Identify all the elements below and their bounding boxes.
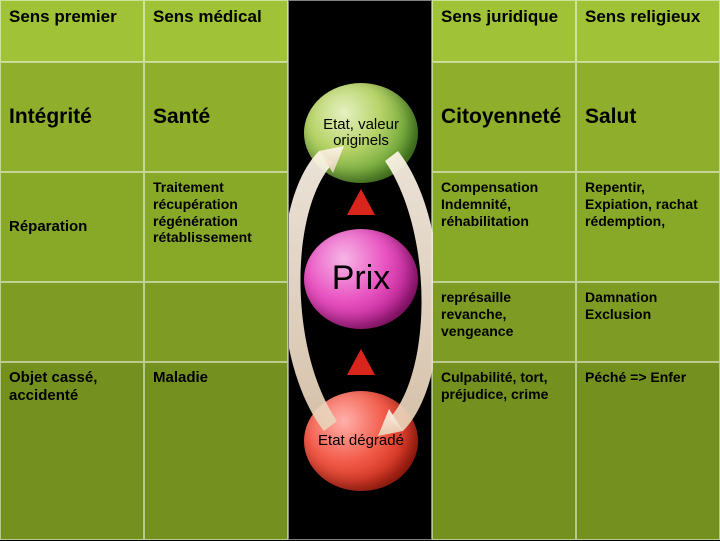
header-sens-religieux: Sens religieux <box>576 0 720 62</box>
cell-compensation: Compensation Indemnité, réhabilitation <box>432 172 576 282</box>
cell-text: Compensation Indemnité, réhabilitation <box>441 179 538 229</box>
cell-sante: Santé <box>144 62 288 172</box>
cell-text: Intégrité <box>9 104 92 129</box>
cell-reparation: Réparation <box>0 172 144 282</box>
header-label: Sens juridique <box>441 7 558 26</box>
cell-text: Traitement récupération régénération rét… <box>153 179 252 245</box>
cell-r4c1 <box>0 282 144 362</box>
header-label: Sens religieux <box>585 7 700 26</box>
cell-salut: Salut <box>576 62 720 172</box>
cell-text: Citoyenneté <box>441 104 561 129</box>
cell-text: Salut <box>585 104 636 129</box>
arrow-mid-to-top <box>347 189 375 215</box>
header-sens-medical: Sens médical <box>144 0 288 62</box>
cell-maladie: Maladie <box>144 362 288 540</box>
cell-repentir: Repentir, Expiation, rachat rédemption, <box>576 172 720 282</box>
cell-text: Damnation Exclusion <box>585 289 657 322</box>
cell-text: Objet cassé, accidenté <box>9 369 97 404</box>
cell-damnation: Damnation Exclusion <box>576 282 720 362</box>
header-sens-juridique: Sens juridique <box>432 0 576 62</box>
circle-label: Etat dégradé <box>318 433 404 450</box>
header-label: Sens médical <box>153 7 262 26</box>
cell-citoyennete: Citoyenneté <box>432 62 576 172</box>
cell-culpabilite: Culpabilité, tort, préjudice, crime <box>432 362 576 540</box>
circle-prix: Prix <box>304 229 418 329</box>
circle-etat-degrade: Etat dégradé <box>304 391 418 491</box>
circle-label: Etat, valeur originels <box>304 117 418 150</box>
cell-text: Santé <box>153 104 210 129</box>
cell-objet-casse: Objet cassé, accidenté <box>0 362 144 540</box>
cell-text: représaille revanche, vengeance <box>441 289 513 339</box>
center-diagram: Etat, valeur originels Prix Etat dégradé <box>288 0 432 540</box>
cell-r4c2 <box>144 282 288 362</box>
circle-label: Prix <box>332 260 391 297</box>
circle-etat-originel: Etat, valeur originels <box>304 83 418 183</box>
table-grid: Sens premier Sens médical Etat, valeur o… <box>0 0 720 540</box>
header-sens-premier: Sens premier <box>0 0 144 62</box>
cell-text: Repentir, Expiation, rachat rédemption, <box>585 179 698 229</box>
cell-traitement: Traitement récupération régénération rét… <box>144 172 288 282</box>
cell-peche: Péché => Enfer <box>576 362 720 540</box>
cell-text: Réparation <box>9 218 87 236</box>
cell-text: Culpabilité, tort, préjudice, crime <box>441 369 548 402</box>
cell-represaille: représaille revanche, vengeance <box>432 282 576 362</box>
cell-integrite: Intégrité <box>0 62 144 172</box>
arrow-bot-to-mid <box>347 349 375 375</box>
header-label: Sens premier <box>9 7 117 26</box>
cell-text: Péché => Enfer <box>585 369 686 385</box>
cell-text: Maladie <box>153 369 208 386</box>
